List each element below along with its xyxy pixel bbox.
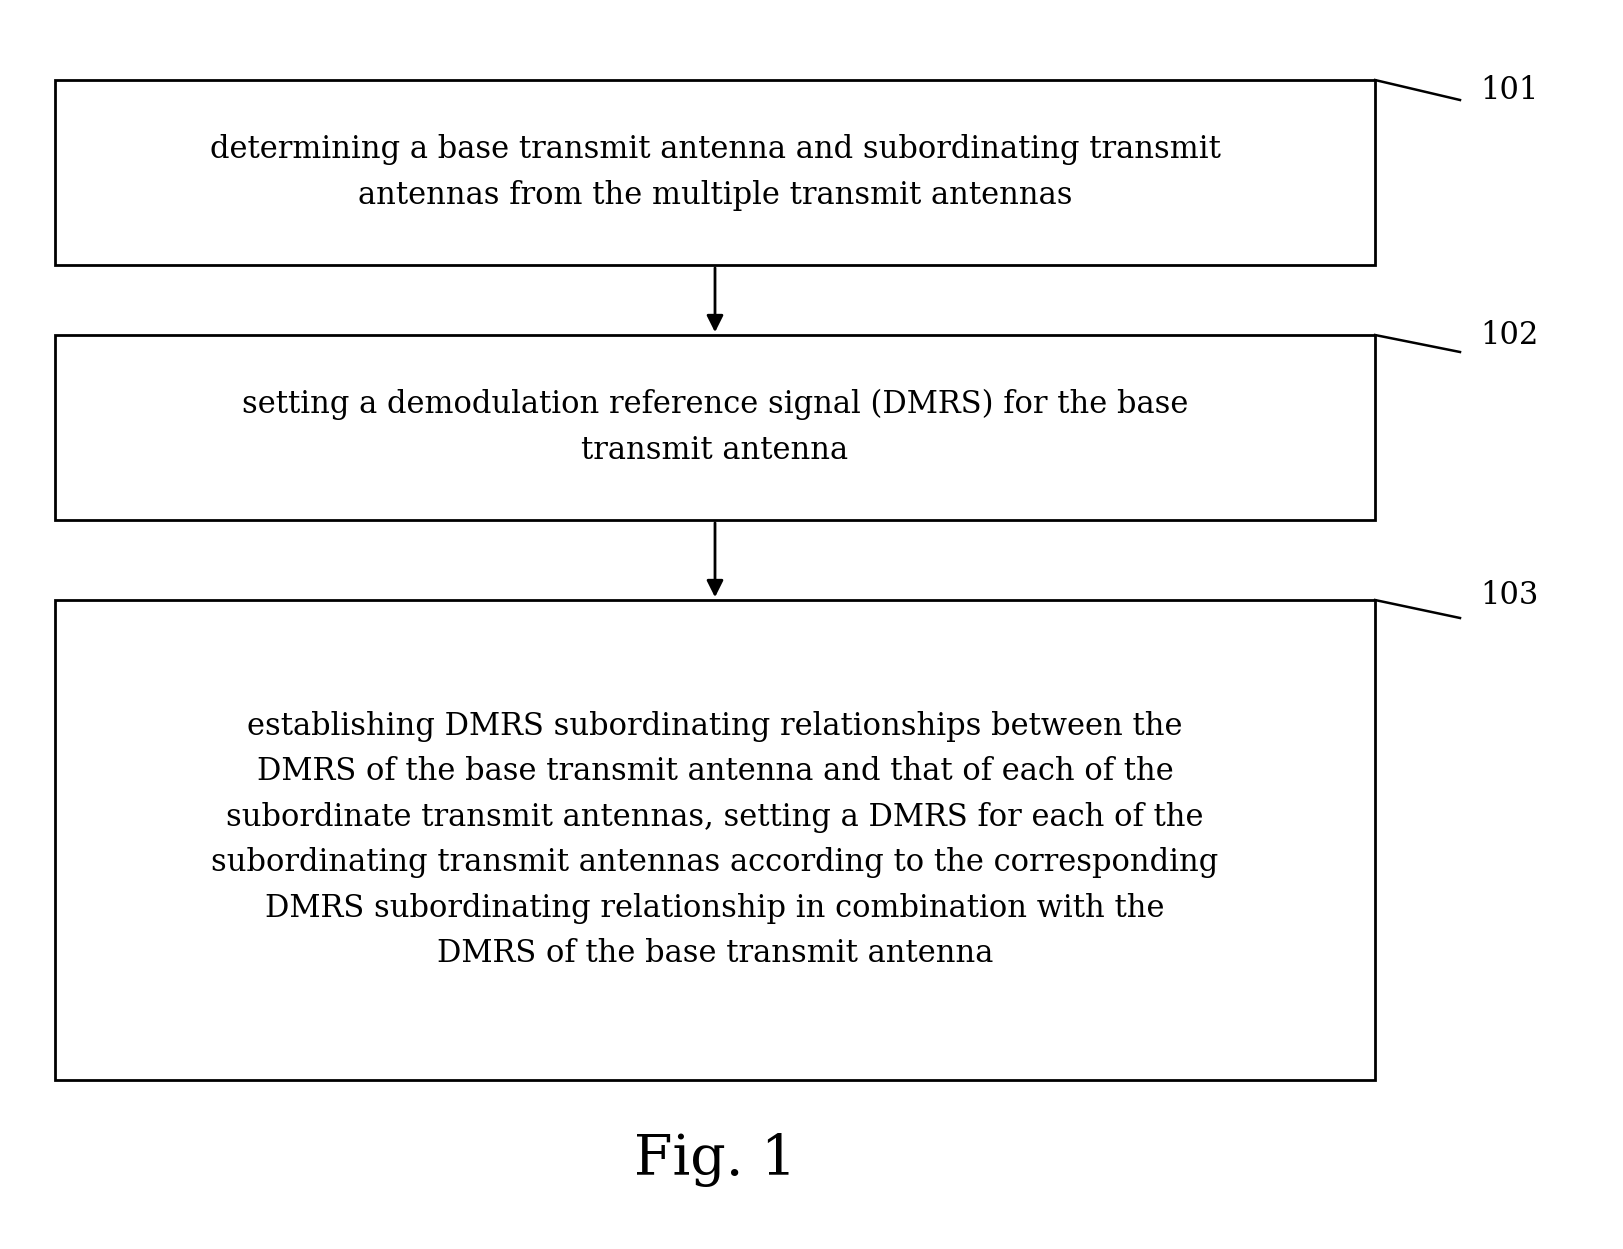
Text: 102: 102 xyxy=(1480,320,1539,351)
Text: establishing DMRS subordinating relationships between the
DMRS of the base trans: establishing DMRS subordinating relation… xyxy=(211,711,1219,969)
Text: Fig. 1: Fig. 1 xyxy=(635,1133,797,1188)
Text: determining a base transmit antenna and subordinating transmit
antennas from the: determining a base transmit antenna and … xyxy=(209,135,1220,211)
Text: setting a demodulation reference signal (DMRS) for the base
transmit antenna: setting a demodulation reference signal … xyxy=(242,390,1188,466)
Bar xyxy=(55,80,1375,265)
Text: 103: 103 xyxy=(1480,580,1539,611)
Bar xyxy=(55,600,1375,1080)
Bar xyxy=(55,335,1375,520)
Text: 101: 101 xyxy=(1480,75,1539,106)
